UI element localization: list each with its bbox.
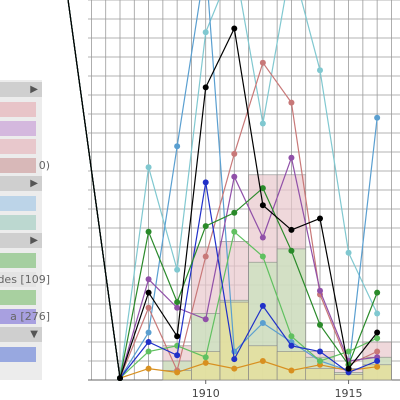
point (374, 329, 381, 336)
point (174, 299, 181, 306)
point (145, 304, 152, 311)
x-tick-label: 1915 (335, 387, 363, 400)
point (259, 358, 266, 364)
plot (67, 0, 392, 381)
expand-arrow[interactable]: ▶ (30, 84, 38, 95)
point (317, 67, 323, 74)
point (288, 342, 295, 349)
layer-row[interactable] (0, 102, 36, 117)
point (202, 253, 209, 260)
x-axis: 1910 1915 (192, 380, 363, 400)
group-header[interactable]: ▶ (0, 82, 42, 97)
layer-row[interactable] (0, 347, 36, 362)
point (231, 209, 238, 216)
layer-label: a [276] (10, 309, 50, 323)
layer-row[interactable] (0, 253, 36, 268)
point (374, 335, 381, 342)
point (374, 348, 381, 355)
group-header[interactable]: ▼ (0, 327, 42, 342)
point (317, 358, 323, 364)
group-header[interactable]: ▶ (0, 176, 42, 191)
point (145, 228, 152, 235)
point (288, 226, 295, 233)
point (202, 354, 209, 361)
point (174, 266, 181, 273)
point (317, 321, 323, 328)
layer-row[interactable] (0, 290, 36, 305)
point (374, 289, 381, 296)
expand-arrow[interactable]: ▶ (30, 235, 38, 246)
point (231, 365, 238, 372)
point (345, 249, 352, 256)
point (259, 253, 266, 260)
layer-row[interactable]: 0) (0, 157, 50, 173)
sidebar: ▶0)▶▶ades [109]a [276]▼ (0, 80, 50, 380)
point (145, 329, 152, 336)
point (202, 29, 209, 36)
point (259, 234, 266, 241)
point (259, 120, 266, 127)
point (202, 84, 209, 91)
point (317, 348, 323, 355)
point (145, 276, 152, 283)
point (231, 173, 238, 180)
point (231, 150, 238, 157)
point (231, 228, 238, 235)
point (288, 99, 295, 106)
bar (276, 351, 307, 381)
point (174, 369, 181, 376)
layer-row[interactable] (0, 196, 36, 211)
point (174, 333, 181, 340)
point (259, 185, 266, 192)
point (145, 164, 152, 171)
point (288, 367, 295, 374)
layer-row[interactable] (0, 139, 36, 154)
point (288, 154, 295, 161)
point (145, 348, 152, 355)
point (231, 25, 238, 32)
point (374, 363, 381, 370)
layer-label: 0) (38, 158, 50, 172)
expand-arrow[interactable]: ▼ (30, 329, 38, 340)
point (259, 59, 266, 66)
point (202, 179, 209, 186)
point (317, 215, 323, 222)
point (345, 348, 352, 355)
point (174, 143, 181, 150)
point (174, 352, 181, 359)
layer-row[interactable]: a [276] (0, 308, 50, 324)
point (374, 358, 381, 364)
bar (305, 368, 335, 381)
x-tick-label: 1910 (192, 387, 220, 400)
point (117, 375, 123, 381)
point (202, 316, 209, 323)
layer-row[interactable] (0, 214, 36, 230)
point (174, 304, 181, 311)
layer-row[interactable]: ades [109] (0, 271, 50, 287)
point (317, 287, 323, 294)
point (259, 320, 266, 326)
line (67, 0, 378, 379)
point (145, 365, 152, 372)
layer-row[interactable] (0, 120, 36, 136)
point (259, 302, 266, 309)
point (145, 339, 152, 345)
point (374, 310, 381, 317)
point (231, 356, 238, 363)
group-header[interactable]: ▶ (0, 233, 42, 248)
expand-arrow[interactable]: ▶ (30, 178, 38, 189)
point (374, 114, 381, 121)
point (288, 333, 295, 340)
layer-label: ades [109] (0, 272, 50, 286)
point (145, 289, 152, 296)
point (259, 202, 266, 209)
point (202, 359, 209, 366)
point (288, 247, 295, 254)
point (345, 365, 352, 372)
point (202, 223, 209, 230)
